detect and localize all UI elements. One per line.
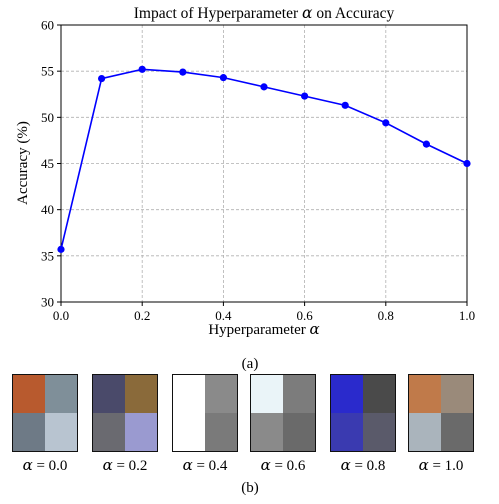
alpha-symbol: α: [102, 456, 113, 474]
grid-lines: [60, 24, 468, 303]
data-point: [301, 92, 309, 100]
accuracy-line-chart: 0.0 0.2 0.4 0.6 0.8 1.0 30 35 40 45 50 55 60 Impact …: [15, 4, 475, 338]
sample-alpha-label: α = 0.6: [243, 456, 323, 475]
y-axis-title: Accuracy (%): [15, 121, 31, 205]
x-tick-label: 0.4: [215, 308, 232, 323]
sample-image-quadrant: [93, 413, 125, 451]
alpha-value: = 1.0: [428, 458, 464, 474]
sample-image-quadrant: [251, 375, 283, 413]
sample-image-quadrant: [251, 413, 283, 451]
sample-image-quadrant: [409, 375, 441, 413]
sample-image-quadrant: [125, 413, 157, 451]
sample-image-quadrant: [283, 413, 315, 451]
y-tick-label: 50: [41, 110, 54, 125]
alpha-symbol: α: [260, 456, 271, 474]
data-point: [98, 74, 106, 83]
x-axis-title: Hyperparameter α: [208, 320, 319, 338]
sample-image-quadrant: [331, 413, 363, 451]
alpha-symbol: α: [182, 456, 193, 474]
alpha-value: = 0.4: [192, 458, 228, 474]
alpha-value: = 0.0: [32, 458, 68, 474]
caption-b: (b): [241, 480, 259, 496]
sample-image: [330, 374, 396, 452]
alpha-value: = 0.8: [350, 458, 386, 474]
chart-title: Impact of Hyperparameter α on Accuracy: [134, 4, 395, 22]
y-tick-label: 55: [41, 64, 54, 79]
data-point: [138, 65, 146, 73]
sample-image-quadrant: [205, 413, 237, 451]
sample-alpha-label: α = 1.0: [401, 456, 481, 475]
sample-image-quadrant: [45, 375, 77, 413]
sample-image-quadrant: [205, 375, 237, 413]
sample-image-quadrant: [441, 413, 473, 451]
y-tick-label: 45: [41, 156, 54, 171]
sample-image: [12, 374, 78, 452]
sample-image-quadrant: [173, 413, 205, 451]
sample-image-quadrant: [173, 375, 205, 413]
x-tick-label: 0.8: [378, 308, 394, 323]
series-accuracy: [57, 65, 471, 253]
x-tick-label: 0.2: [134, 308, 150, 323]
sample-image-quadrant: [363, 375, 395, 413]
sample-image: [250, 374, 316, 452]
y-tick-label: 60: [41, 18, 54, 33]
sample-image-quadrant: [13, 413, 45, 451]
sample-alpha-label: α = 0.8: [323, 456, 403, 475]
sample-image: [172, 374, 238, 452]
data-point: [57, 245, 65, 253]
alpha-symbol: α: [22, 456, 33, 474]
sample-image: [92, 374, 158, 452]
sample-image-quadrant: [283, 375, 315, 413]
caption-a: (a): [241, 356, 259, 372]
data-point: [382, 119, 390, 127]
x-tick-label: 1.0: [459, 308, 475, 323]
alpha-value: = 0.2: [112, 458, 148, 474]
x-tick-label: 0.0: [53, 308, 69, 323]
alpha-symbol: α: [340, 456, 351, 474]
y-tick-label: 30: [41, 295, 54, 310]
sample-image-quadrant: [441, 375, 473, 413]
sample-image-quadrant: [363, 413, 395, 451]
x-tick-label: 0.6: [296, 308, 313, 323]
data-point: [179, 68, 187, 76]
data-point: [422, 140, 430, 148]
sample-image-quadrant: [125, 375, 157, 413]
axis-ticks: 0.0 0.2 0.4 0.6 0.8 1.0 30 35 40 45 50 55 60: [41, 18, 475, 324]
sample-alpha-label: α = 0.4: [165, 456, 245, 475]
series-line: [60, 68, 468, 250]
y-tick-label: 35: [41, 248, 54, 263]
data-point: [463, 159, 471, 168]
data-point: [260, 83, 268, 91]
sample-alpha-label: α = 0.2: [85, 456, 165, 475]
alpha-value: = 0.6: [270, 458, 306, 474]
alpha-symbol: α: [418, 456, 429, 474]
sample-image-quadrant: [13, 375, 45, 413]
data-point: [219, 74, 227, 82]
sample-image-quadrant: [409, 413, 441, 451]
sample-alpha-label: α = 0.0: [5, 456, 85, 475]
sample-image-quadrant: [93, 375, 125, 413]
sample-image: [408, 374, 474, 452]
y-tick-label: 40: [41, 202, 54, 217]
sample-image-quadrant: [45, 413, 77, 451]
data-point: [341, 101, 349, 109]
sample-image-quadrant: [331, 375, 363, 413]
